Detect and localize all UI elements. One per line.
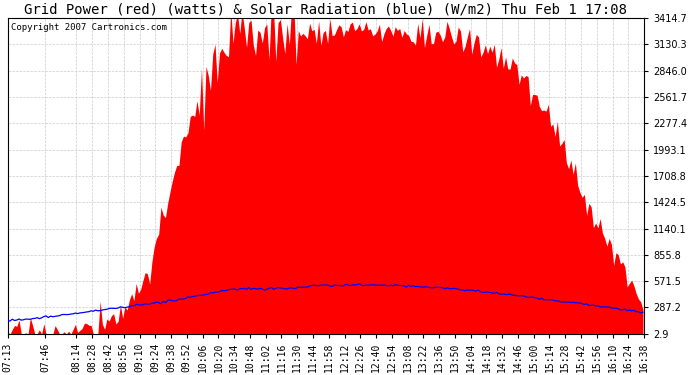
Title: Grid Power (red) (watts) & Solar Radiation (blue) (W/m2) Thu Feb 1 17:08: Grid Power (red) (watts) & Solar Radiati…	[24, 3, 627, 17]
Text: Copyright 2007 Cartronics.com: Copyright 2007 Cartronics.com	[11, 22, 167, 32]
